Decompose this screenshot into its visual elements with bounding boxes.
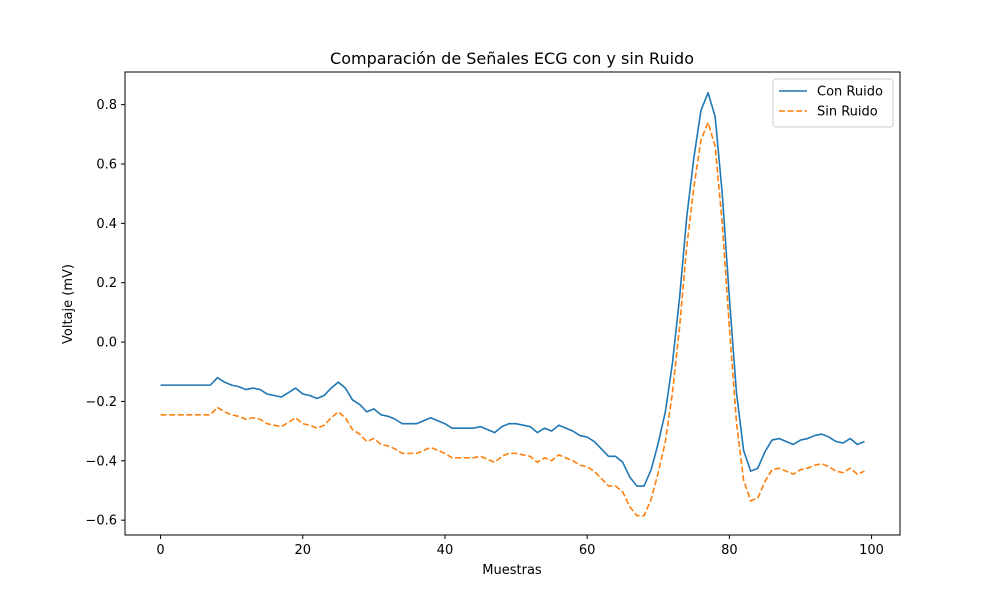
plot-area <box>160 91 865 517</box>
y-tick-label: −0.6 <box>85 514 117 529</box>
x-tick-label: 20 <box>294 543 311 558</box>
x-tick-label: 40 <box>437 543 454 558</box>
chart-title: Comparación de Señales ECG con y sin Rui… <box>330 49 694 68</box>
series-line-sin-ruido <box>160 121 865 517</box>
y-tick-label: 0.2 <box>96 276 117 291</box>
x-tick-label: 80 <box>721 543 738 558</box>
y-axis-label: Voltaje (mV) <box>61 264 76 344</box>
y-tick-label: −0.4 <box>85 454 117 469</box>
y-tick-label: −0.2 <box>85 395 117 410</box>
y-tick-label: 0.6 <box>96 158 117 173</box>
legend: Con Ruido Sin Ruido <box>772 78 894 128</box>
x-axis-label: Muestras <box>482 563 542 578</box>
x-tick-label: 0 <box>156 543 164 558</box>
y-tick-label: 0.8 <box>96 98 117 113</box>
x-tick-label: 60 <box>579 543 596 558</box>
y-tick-label: 0.0 <box>96 336 117 351</box>
x-tick-label: 100 <box>859 543 884 558</box>
y-axis: −0.6 −0.4 −0.2 0.0 0.2 0.4 0.6 0.8 <box>85 98 125 529</box>
x-axis: 0 20 40 60 80 100 <box>156 535 884 558</box>
plot-frame <box>124 71 901 536</box>
y-tick-label: 0.4 <box>96 217 117 232</box>
series-line-con-ruido <box>160 91 865 487</box>
legend-label: Sin Ruido <box>817 105 878 120</box>
legend-label: Con Ruido <box>817 85 883 100</box>
